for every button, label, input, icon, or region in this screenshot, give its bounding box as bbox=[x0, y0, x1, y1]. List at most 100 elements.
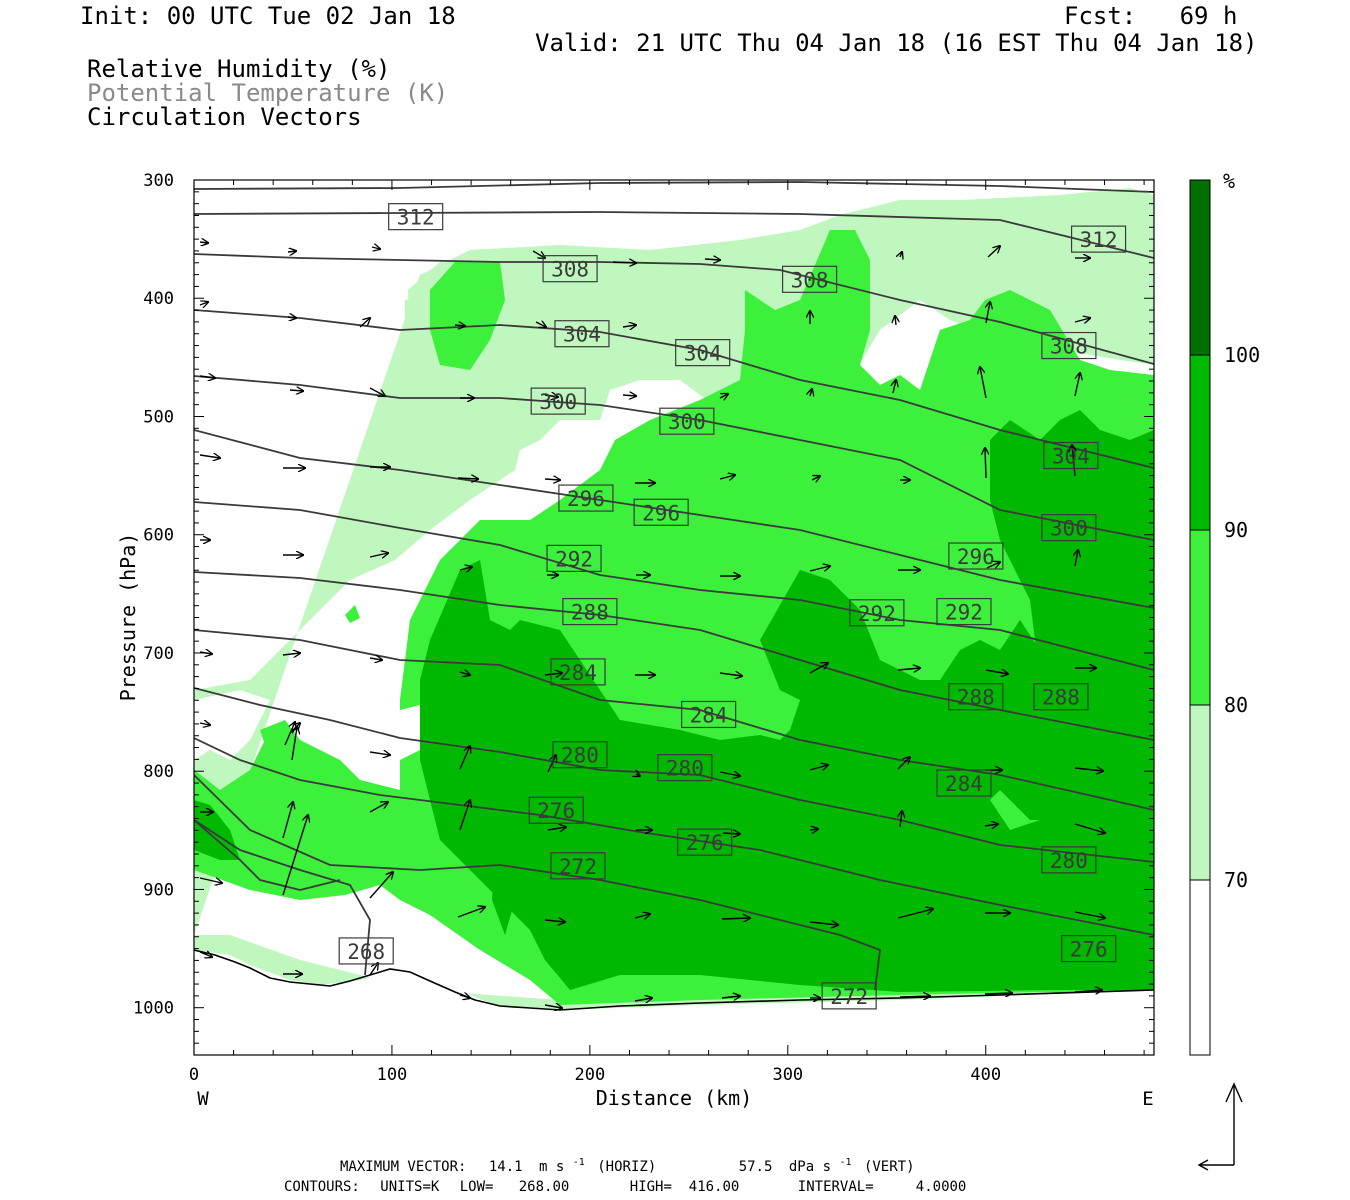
vector-arrow bbox=[459, 746, 470, 770]
axis-ticks bbox=[193, 179, 1154, 1056]
vector-arrow bbox=[899, 996, 930, 997]
vector-arrow bbox=[900, 252, 902, 257]
vector-arrow bbox=[544, 673, 562, 675]
colorbar-segment bbox=[1190, 355, 1210, 530]
x-tick-labels: 0 100 200 300 400 bbox=[189, 1065, 1001, 1085]
vector-arrow bbox=[459, 800, 470, 831]
theta-label: 272 bbox=[550, 852, 606, 880]
svg-text:292: 292 bbox=[555, 547, 593, 571]
theta-line-280 bbox=[194, 687, 1154, 863]
theta-labels: 312 312 308 308 308 304 304 304 300 300 300 296 296 2… bbox=[338, 203, 1127, 1010]
vector-arrow bbox=[809, 829, 818, 830]
theta-label: 308 bbox=[1041, 331, 1097, 360]
svg-text:308: 308 bbox=[551, 258, 589, 282]
svg-text:304: 304 bbox=[563, 323, 601, 347]
x-axis-west-label: W bbox=[197, 1088, 209, 1110]
colorbar-unit: % bbox=[1223, 169, 1235, 193]
theta-label: 296 bbox=[948, 542, 1004, 570]
vector-arrow bbox=[1075, 550, 1078, 567]
vector-arrow bbox=[986, 302, 990, 324]
vector-arrow bbox=[719, 772, 740, 776]
max-vector-vert-tag: (VERT) bbox=[864, 1159, 915, 1175]
svg-text:288: 288 bbox=[957, 686, 995, 710]
theta-label: 300 bbox=[1041, 514, 1097, 542]
theta-label: 296 bbox=[558, 484, 614, 512]
valid-time: Valid: 21 UTC Thu 04 Jan 18 (16 EST Thu … bbox=[535, 29, 1257, 57]
theta-label: 276 bbox=[1061, 934, 1117, 963]
y-tick-label: 700 bbox=[143, 644, 174, 664]
vector-arrow bbox=[634, 998, 652, 1001]
theta-label: 272 bbox=[821, 982, 877, 1010]
theta-line-308 bbox=[194, 253, 1154, 365]
svg-text:312: 312 bbox=[1080, 228, 1118, 252]
theta-line-316 bbox=[194, 181, 1154, 193]
vector-arrow bbox=[809, 566, 830, 572]
vector-arrow bbox=[369, 387, 385, 396]
vector-arrow bbox=[199, 302, 208, 305]
vector-arrow bbox=[612, 262, 636, 263]
footer-low: LOW= 268.00 bbox=[460, 1179, 570, 1195]
vector-arrow bbox=[457, 907, 485, 918]
theta-label: 304 bbox=[1043, 441, 1099, 470]
vector-arrow bbox=[287, 251, 296, 252]
max-vector-label: MAXIMUM VECTOR: bbox=[340, 1159, 466, 1175]
theta-label: 288 bbox=[948, 683, 1004, 711]
svg-text:288: 288 bbox=[571, 601, 609, 625]
svg-text:292: 292 bbox=[858, 602, 896, 626]
y-tick-label: 600 bbox=[143, 526, 174, 546]
colorbar-label: 80 bbox=[1224, 693, 1248, 717]
vector-arrow bbox=[544, 920, 565, 922]
theta-label: 280 bbox=[657, 754, 713, 782]
field-theta-title: Potential Temperature (K) bbox=[87, 79, 448, 107]
x-tick-label: 300 bbox=[772, 1065, 803, 1085]
vector-arrow bbox=[984, 993, 1012, 994]
x-tick-label: 400 bbox=[970, 1065, 1001, 1085]
vector-arrow bbox=[282, 802, 293, 839]
vector-arrow bbox=[369, 752, 390, 755]
theta-label: 284 bbox=[936, 769, 992, 797]
theta-label: 276 bbox=[528, 796, 584, 824]
theta-line-288 bbox=[194, 571, 1154, 741]
vector-arrow bbox=[1074, 990, 1102, 992]
colorbar-segment bbox=[1190, 530, 1210, 705]
svg-text:296: 296 bbox=[642, 501, 680, 525]
svg-text:304: 304 bbox=[684, 342, 722, 366]
vector-arrow bbox=[721, 918, 750, 919]
footer-units: UNITS=K bbox=[380, 1179, 440, 1195]
svg-text:304: 304 bbox=[1052, 445, 1090, 469]
vector-arrow bbox=[199, 376, 215, 378]
vector-arrow bbox=[369, 553, 388, 557]
theta-label: 304 bbox=[675, 339, 731, 367]
vector-arrow bbox=[1072, 445, 1075, 477]
rh-colorbar: 70 80 90 100 bbox=[1189, 179, 1260, 1056]
vector-arrow bbox=[459, 567, 472, 570]
svg-text:MAXIMUM VECTOR: 14.1: MAXIMUM VECTOR: 14.1 m s -1 (HORIZ) 57.5… bbox=[340, 1153, 915, 1175]
max-vector-horiz-value: 14.1 bbox=[489, 1159, 523, 1175]
footer-high: HIGH= 416.00 bbox=[630, 1179, 740, 1195]
max-vector-horiz-exp: -1 bbox=[573, 1157, 585, 1168]
vector-arrow bbox=[900, 811, 902, 828]
theta-label: 300 bbox=[530, 387, 586, 415]
svg-text:280: 280 bbox=[666, 757, 704, 781]
theta-line-312 bbox=[194, 211, 1154, 259]
x-tick-label: 200 bbox=[575, 1065, 606, 1085]
theta-label: 300 bbox=[659, 407, 715, 435]
terrain-fill bbox=[194, 950, 1154, 1055]
vector-arrow bbox=[369, 872, 393, 899]
svg-text:296: 296 bbox=[567, 487, 605, 511]
max-vector-vert-exp: -1 bbox=[839, 1157, 851, 1168]
theta-label: 280 bbox=[1041, 846, 1097, 874]
theta-label: 308 bbox=[781, 265, 838, 293]
vector-arrow bbox=[199, 455, 220, 458]
x-tick-label: 100 bbox=[377, 1065, 408, 1085]
svg-text:284: 284 bbox=[945, 772, 983, 796]
vector-arrow bbox=[459, 672, 470, 675]
vector-arrow bbox=[454, 325, 465, 326]
svg-text:272: 272 bbox=[830, 985, 868, 1009]
vector-arrow bbox=[291, 727, 297, 761]
vector-arrow bbox=[359, 318, 370, 328]
svg-text:308: 308 bbox=[791, 268, 829, 292]
svg-text:292: 292 bbox=[945, 601, 983, 625]
theta-label: 288 bbox=[1033, 683, 1089, 711]
vector-arrow bbox=[719, 673, 742, 676]
